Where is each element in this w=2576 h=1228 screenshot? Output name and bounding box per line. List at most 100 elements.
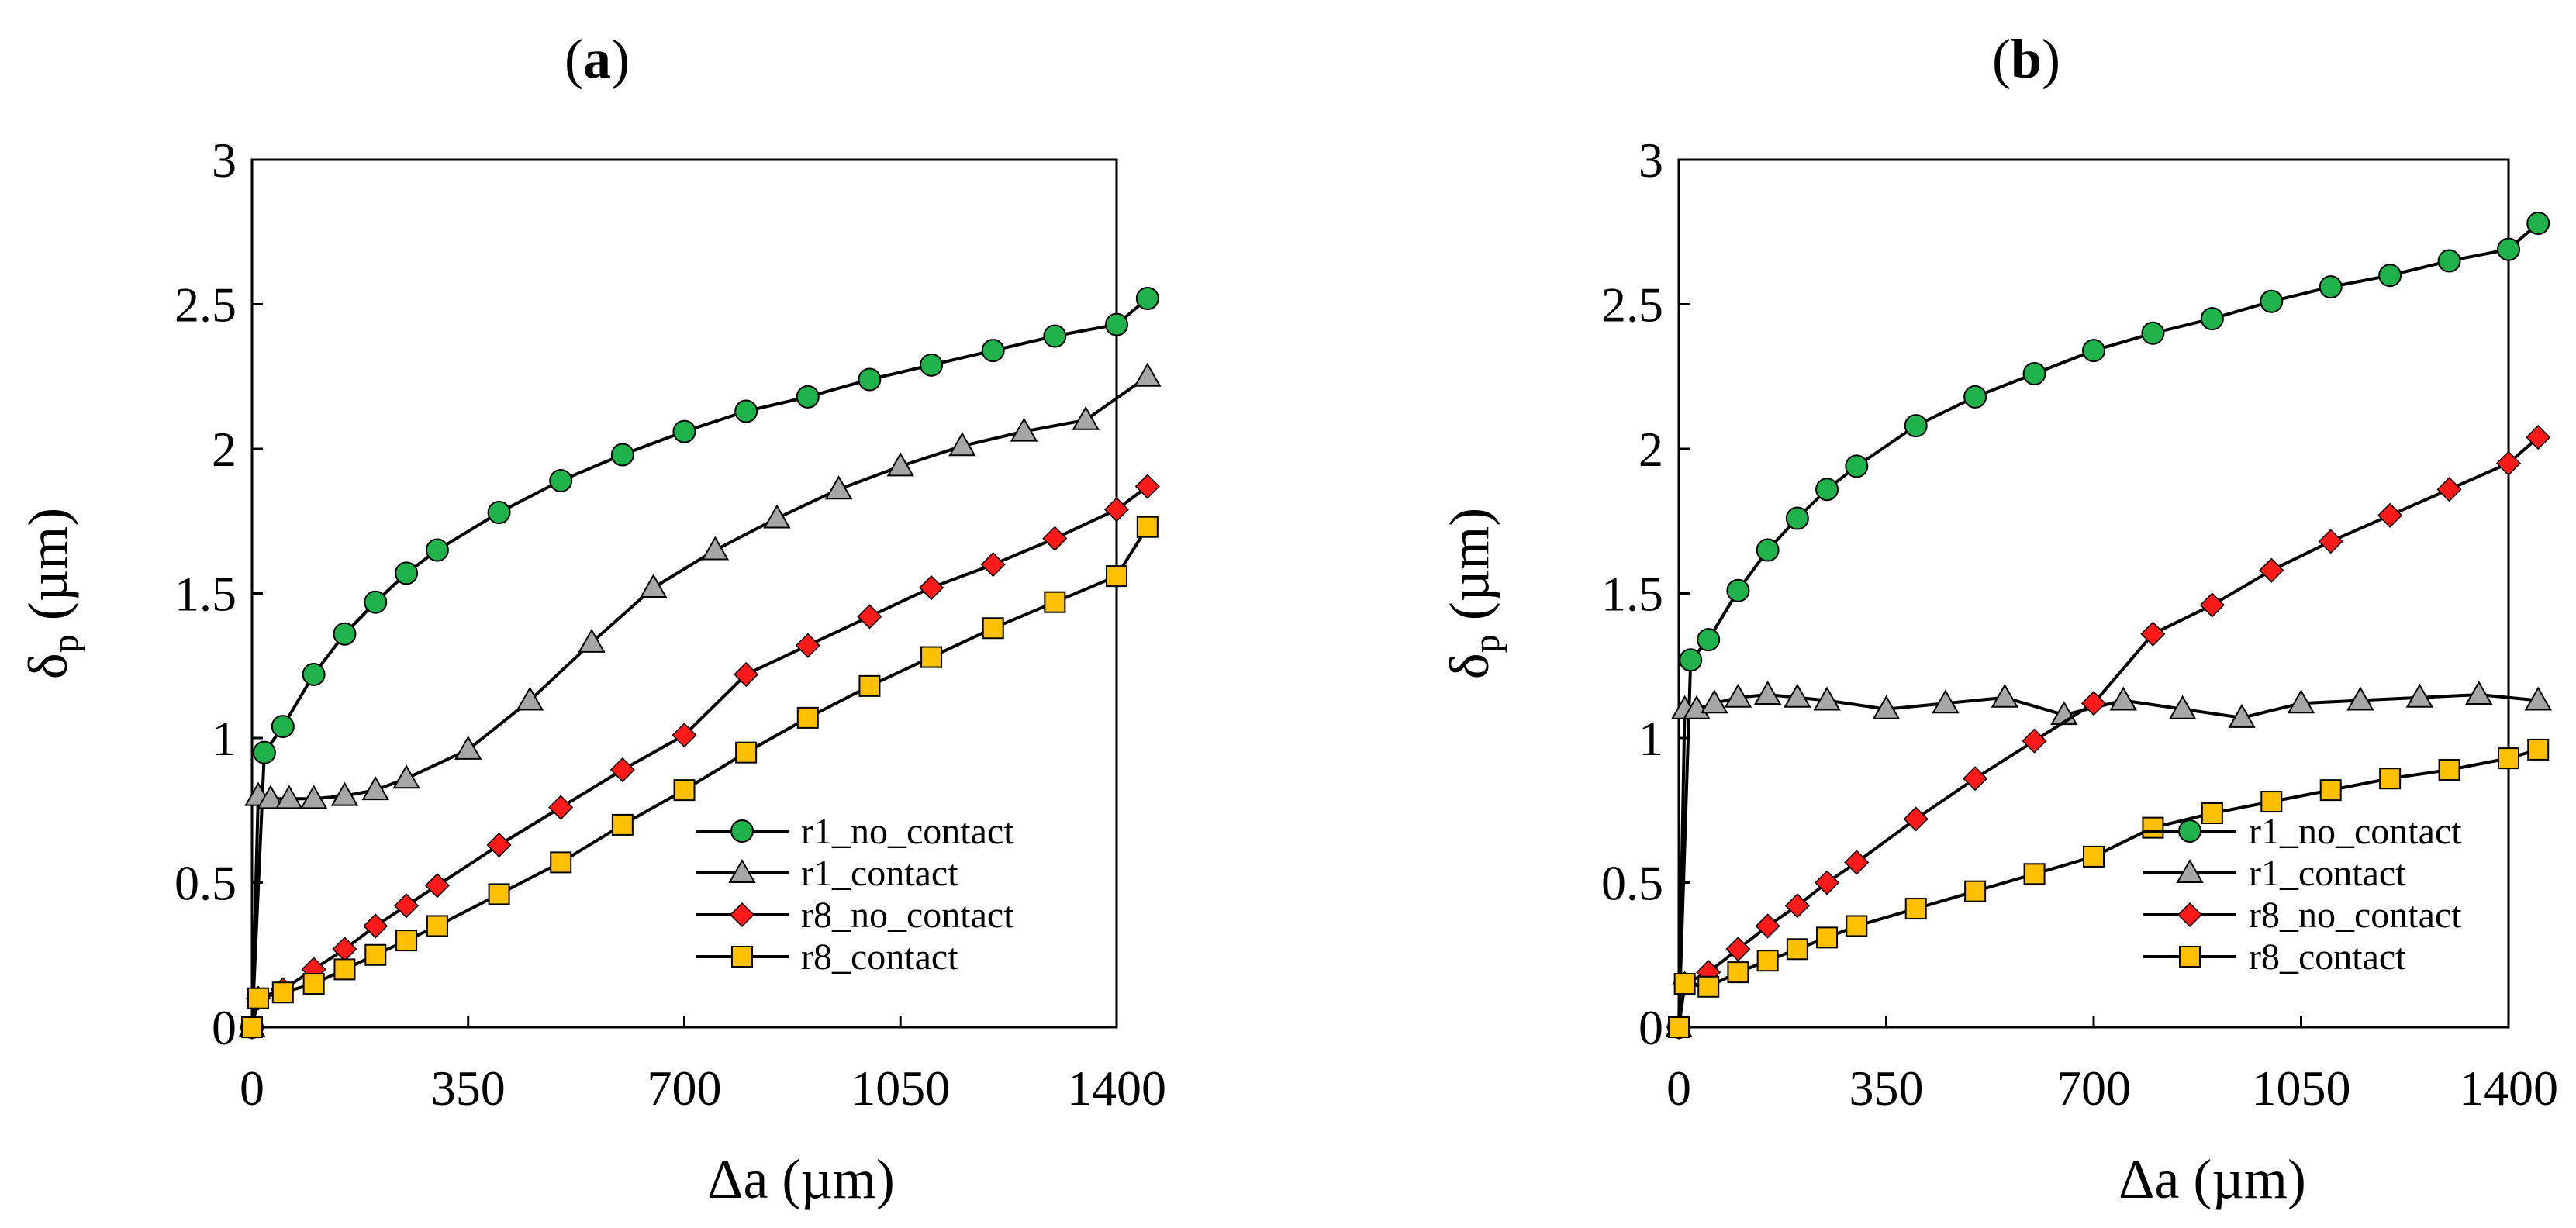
x-tick-label: 1050 (2252, 1061, 2351, 1116)
x-tick-label: 350 (1849, 1061, 1924, 1116)
series-r8_no_contact (1666, 425, 2551, 1040)
data-point (363, 913, 388, 939)
data-point (1668, 1016, 1690, 1038)
series-r1_no_contact (240, 287, 1159, 1039)
data-point (392, 764, 420, 789)
data-point (2526, 425, 2551, 450)
data-point (981, 339, 1005, 363)
legend-marker (728, 858, 756, 883)
y-tick-label: 1.5 (174, 567, 237, 622)
legend: r1_no_contactr1_contactr8_no_contactr8_c… (696, 811, 1014, 978)
data-point (857, 604, 882, 630)
data-point (1756, 950, 1779, 972)
data-point (1785, 506, 1809, 530)
data-point (361, 776, 390, 801)
data-point (948, 432, 976, 457)
data-point (1784, 683, 1811, 708)
panel-a: (a) 0 0.5 1 1.5 2 2.5 3 0 350 700 1050 1400 Δa (µm) δp… (17, 28, 1166, 1210)
data-point (1815, 870, 1840, 895)
data-point (2022, 728, 2047, 754)
y-tick-label: 2.5 (1601, 278, 1663, 333)
x-axis-title: Δa (µm) (2118, 1148, 2306, 1210)
y-tick-label: 2 (1638, 422, 1663, 477)
x-tick-label: 350 (431, 1061, 506, 1116)
data-point (763, 504, 791, 529)
data-point (487, 501, 511, 525)
data-point (2378, 264, 2402, 288)
data-point (516, 686, 544, 711)
data-point (2022, 362, 2046, 386)
data-point (332, 937, 357, 962)
data-point (2379, 768, 2402, 790)
data-point (610, 443, 634, 467)
data-point (394, 893, 420, 919)
data-point (2437, 249, 2461, 273)
data-point (2083, 845, 2105, 868)
data-point (549, 469, 573, 493)
data-point (1991, 683, 2019, 708)
panel-label: (a) (565, 28, 630, 90)
data-point (426, 915, 448, 937)
legend-marker (2177, 902, 2203, 928)
data-point (1964, 880, 1987, 902)
data-point (2141, 321, 2165, 345)
data-point (1903, 806, 1929, 832)
x-tick-label: 700 (647, 1061, 722, 1116)
data-point (796, 706, 819, 729)
data-point (2498, 747, 2519, 770)
data-point (1755, 913, 1780, 939)
data-point (1815, 478, 1839, 502)
data-point (1134, 474, 1160, 499)
data-point (920, 646, 943, 668)
data-point (858, 367, 882, 392)
data-point (796, 385, 820, 409)
data-point (2319, 275, 2343, 299)
data-point (858, 674, 881, 697)
data-point (2319, 779, 2342, 802)
legend-label: r8_no_contact (801, 895, 1014, 936)
x-tick-label: 700 (2056, 1061, 2131, 1116)
data-point (2318, 529, 2343, 554)
legend-label: r1_contact (2249, 853, 2406, 894)
x-tick-label: 1050 (851, 1061, 950, 1116)
data-point (1872, 695, 1901, 719)
data-point (257, 785, 285, 809)
legend-label: r8_no_contact (2249, 895, 2462, 936)
panel-label: (b) (1992, 28, 2060, 90)
data-point (795, 633, 820, 658)
data-point (488, 883, 510, 905)
data-point (2259, 557, 2284, 583)
data-point (271, 981, 294, 1004)
data-point (1756, 538, 1780, 562)
data-point (1932, 689, 1960, 714)
data-point (2140, 621, 2166, 647)
data-point (1844, 850, 1870, 875)
data-point (919, 574, 944, 601)
data-point (333, 622, 357, 646)
data-point (1697, 628, 1721, 652)
data-point (734, 661, 759, 688)
legend-label: r1_no_contact (2249, 811, 2462, 852)
y-tick-label: 0 (1638, 1000, 1663, 1055)
data-point (2495, 450, 2522, 476)
y-tick-label: 0.5 (174, 856, 237, 911)
data-point (2527, 738, 2550, 761)
data-point (1010, 417, 1038, 442)
y-tick-label: 2 (212, 422, 237, 477)
data-point (2526, 212, 2550, 236)
x-tick-label: 0 (1666, 1061, 1691, 1116)
y-tick-label: 1.5 (1601, 567, 1663, 622)
data-point (1963, 766, 1988, 792)
data-point (1784, 893, 1810, 919)
data-point (2405, 683, 2434, 708)
data-point (2199, 592, 2225, 618)
data-point (2109, 686, 2137, 711)
data-point (2465, 681, 2493, 705)
data-point (1786, 938, 1808, 961)
data-point (824, 475, 853, 500)
data-point (424, 873, 450, 899)
data-point (1701, 689, 1728, 714)
x-tick-label: 0 (240, 1061, 264, 1116)
data-point (1043, 324, 1067, 348)
data-point (734, 399, 758, 423)
